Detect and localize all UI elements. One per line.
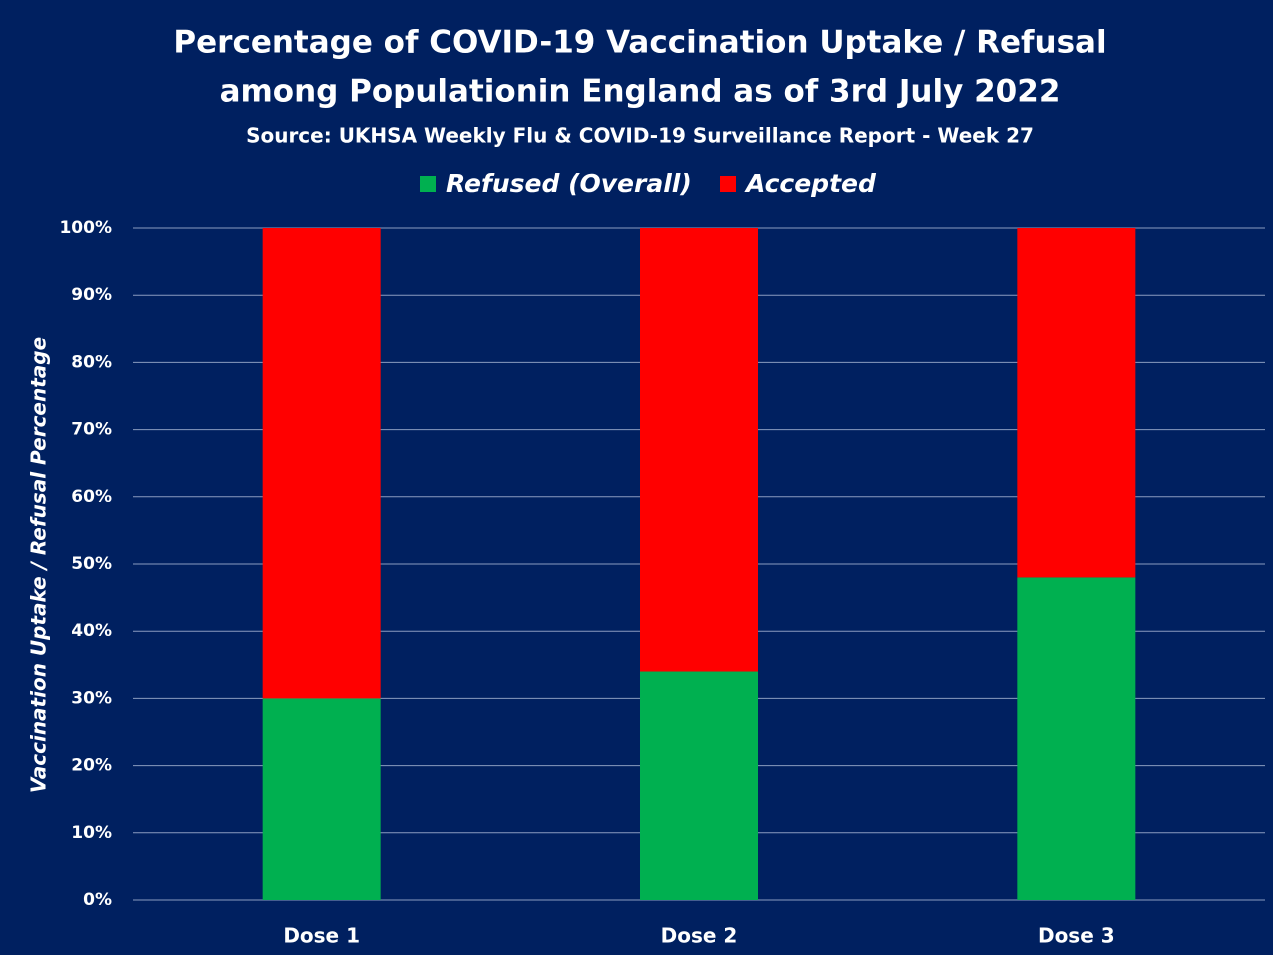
x-tick-label: Dose 1 <box>283 924 360 948</box>
legend-label: Accepted <box>744 169 877 198</box>
x-tick-label: Dose 2 <box>661 924 738 948</box>
bar-segment <box>640 671 758 900</box>
y-tick-label: 10% <box>71 823 112 843</box>
chart-subtitle: Source: UKHSA Weekly Flu & COVID-19 Surv… <box>246 124 1034 148</box>
y-tick-label: 100% <box>59 218 112 238</box>
x-tick-label: Dose 3 <box>1038 924 1115 948</box>
y-tick-label: 30% <box>71 688 112 708</box>
bar-segment <box>640 228 758 672</box>
y-tick-label: 20% <box>71 756 112 776</box>
legend-swatch <box>420 176 436 192</box>
y-tick-label: 70% <box>71 420 112 440</box>
legend-label: Refused (Overall) <box>446 169 692 198</box>
bar-segment <box>1017 577 1136 900</box>
y-axis-label: Vaccination Uptake / Refusal Percentage <box>27 337 51 793</box>
legend-swatch <box>720 176 736 192</box>
bar-segment <box>1017 228 1136 578</box>
bar-segment <box>262 228 381 699</box>
y-tick-label: 40% <box>71 621 112 641</box>
y-tick-label: 90% <box>71 285 112 305</box>
chart-title: among Populationin England as of 3rd Jul… <box>220 74 1061 110</box>
y-tick-label: 0% <box>83 890 112 910</box>
y-tick-label: 50% <box>71 554 112 574</box>
bar-segment <box>262 698 381 900</box>
chart-title: Percentage of COVID-19 Vaccination Uptak… <box>173 25 1106 61</box>
y-tick-label: 80% <box>71 352 112 372</box>
y-tick-label: 60% <box>71 487 112 507</box>
